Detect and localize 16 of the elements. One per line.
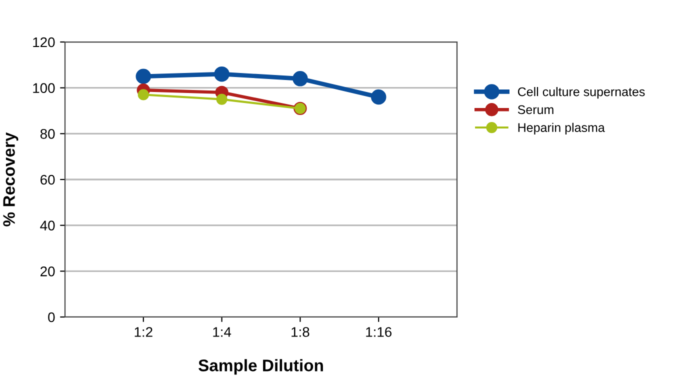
x-tick-label: 1:16 bbox=[366, 327, 392, 337]
x-tick-label: 1:4 bbox=[213, 327, 232, 337]
legend-label: Serum bbox=[518, 105, 554, 114]
x-tick-label: 1:2 bbox=[134, 327, 152, 337]
y-tick-label: 80 bbox=[40, 129, 55, 139]
y-tick-label: 120 bbox=[33, 37, 55, 48]
x-axis-title: Sample Dilution bbox=[198, 359, 323, 375]
legend-label: Cell culture supernates bbox=[518, 87, 645, 99]
legend-label: Heparin plasma bbox=[518, 122, 605, 134]
x-tick-label: 1:8 bbox=[292, 327, 310, 337]
y-tick-label: 20 bbox=[40, 266, 55, 276]
y-tick-label: 0 bbox=[48, 312, 55, 322]
y-tick-label: 100 bbox=[33, 83, 55, 94]
y-tick-label: 60 bbox=[40, 174, 55, 185]
y-tick-label: 40 bbox=[40, 220, 55, 231]
y-axis-title: % Recovery bbox=[3, 132, 18, 226]
